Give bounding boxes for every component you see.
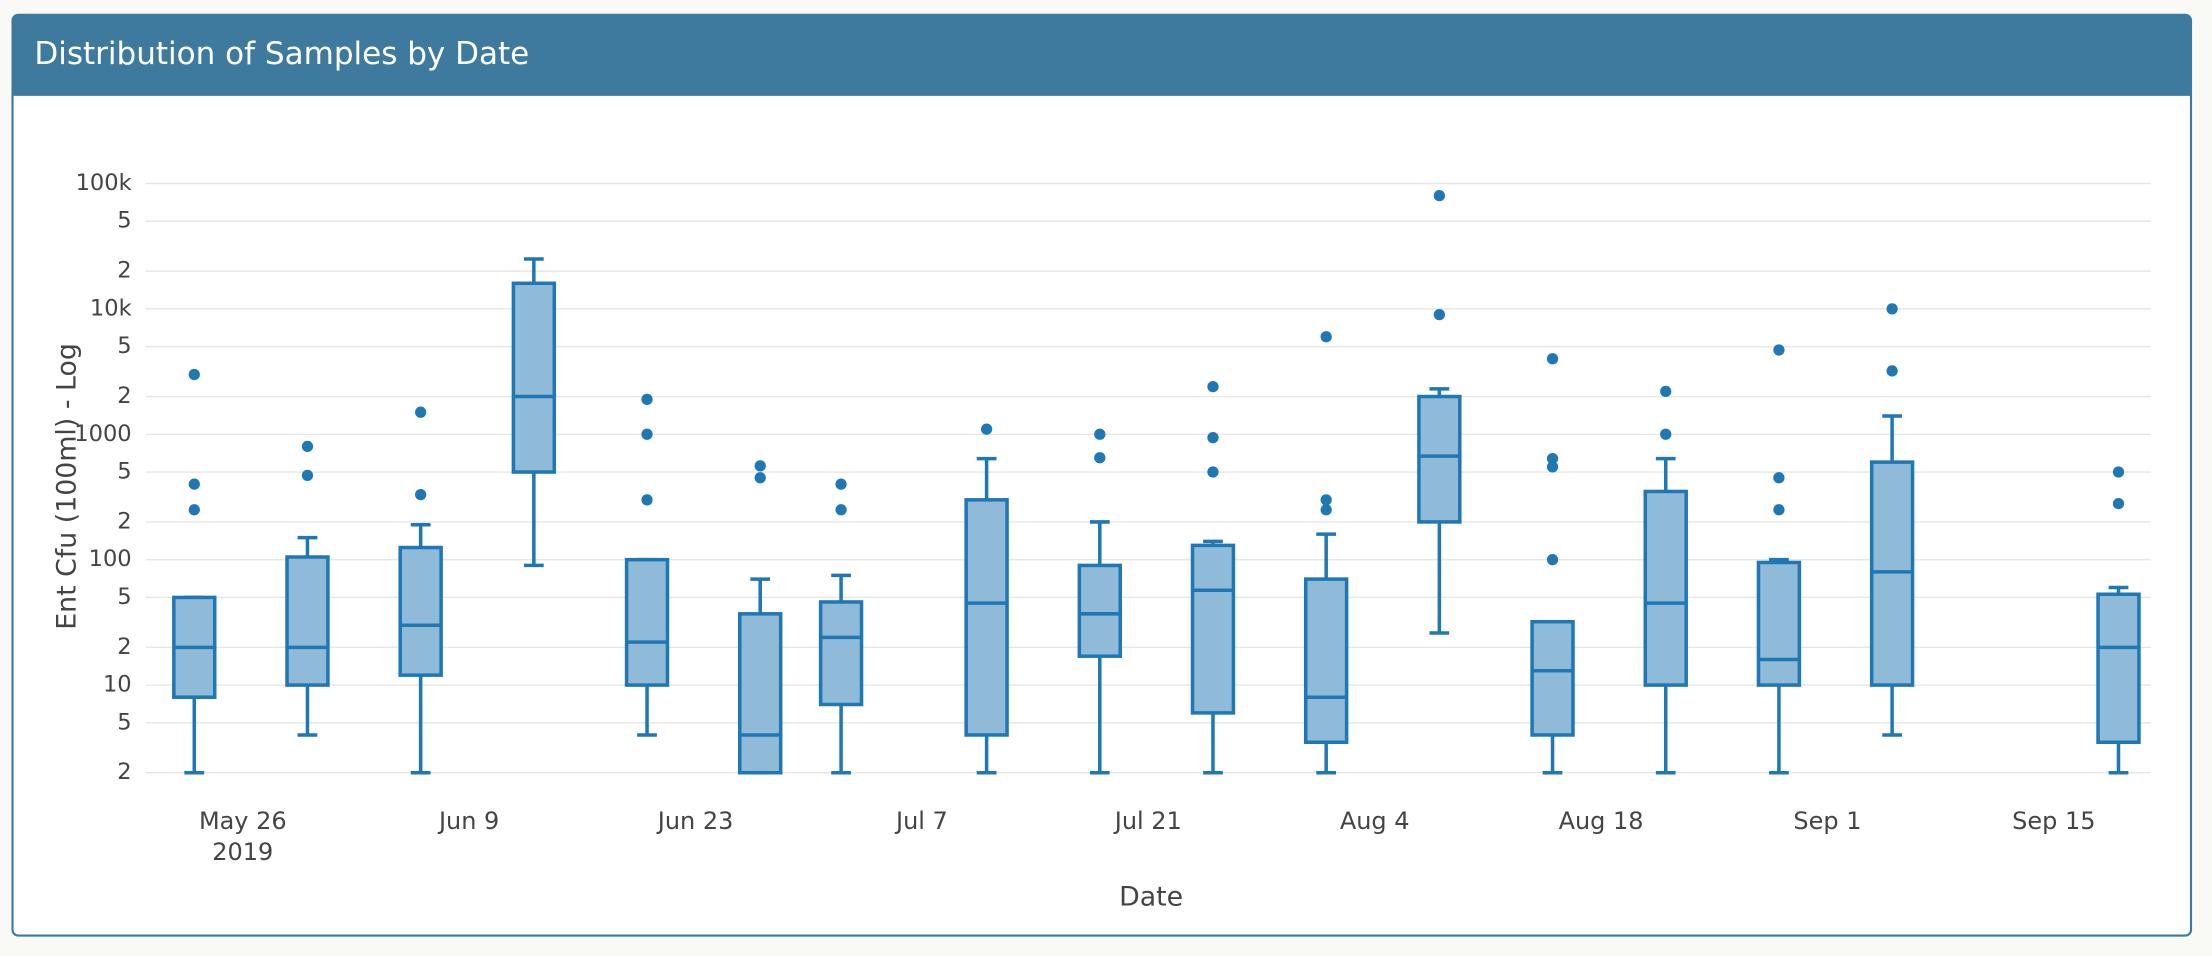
y-tick-label: 10k — [90, 295, 132, 321]
y-tick-label: 5 — [117, 208, 131, 234]
outlier — [641, 494, 653, 506]
y-axis-title: Ent Cfu (100ml) - Log — [52, 343, 83, 630]
outlier — [1320, 331, 1332, 343]
x-tick-label: Sep 15 — [2012, 807, 2095, 835]
outlier — [1320, 504, 1332, 516]
x-tick-label: Aug 18 — [1559, 807, 1644, 835]
outlier — [301, 440, 314, 453]
outlier — [188, 478, 200, 490]
box — [1756, 560, 1802, 687]
card — [11, 13, 2193, 937]
outlier — [641, 393, 653, 405]
outlier — [415, 489, 427, 501]
y-tick-label: 5 — [117, 333, 131, 359]
outlier — [1094, 452, 1106, 464]
y-tick-label: 100 — [89, 546, 132, 572]
outlier — [1207, 380, 1219, 393]
box — [964, 498, 1009, 737]
outlier — [754, 472, 766, 484]
outlier — [835, 478, 847, 490]
outlier — [1094, 428, 1106, 440]
box — [1303, 577, 1349, 745]
box — [624, 557, 670, 687]
box — [818, 600, 864, 707]
box — [738, 612, 783, 775]
outlier — [980, 423, 993, 435]
box — [1643, 489, 1688, 687]
outlier — [1320, 494, 1332, 506]
y-tick-label: 1000 — [74, 421, 131, 447]
outlier — [1207, 432, 1219, 444]
outlier — [1660, 385, 1672, 397]
outlier — [641, 428, 653, 440]
box — [1077, 563, 1122, 658]
x-tick-label: 2019 — [212, 838, 273, 866]
x-tick-label: Jul 7 — [894, 807, 948, 835]
y-tick-label: 2 — [117, 383, 131, 409]
outlier — [1546, 353, 1559, 365]
box — [511, 281, 557, 474]
y-tick-label: 5 — [117, 709, 131, 735]
chart-title: Distribution of Samples by Date — [34, 36, 529, 72]
outlier — [188, 368, 200, 381]
outlier — [1207, 466, 1219, 478]
y-tick-label: 2 — [117, 258, 131, 284]
x-tick-label: Jun 9 — [437, 807, 499, 835]
y-tick-label: 100k — [76, 170, 132, 196]
x-tick-label: Sep 1 — [1793, 807, 1861, 835]
outlier — [2112, 466, 2125, 478]
outlier — [415, 406, 427, 418]
box — [398, 545, 443, 677]
outlier — [1546, 452, 1559, 465]
box — [1417, 394, 1462, 524]
outlier — [1546, 554, 1559, 566]
box — [285, 555, 330, 687]
y-tick-label: 10 — [103, 672, 132, 698]
y-tick-label: 2 — [117, 508, 131, 534]
outlier — [1773, 504, 1785, 516]
outlier — [1773, 472, 1785, 484]
outlier — [754, 460, 766, 472]
y-tick-label: 2 — [117, 759, 131, 785]
outlier — [188, 504, 200, 516]
outlier — [1433, 308, 1445, 321]
outlier — [301, 469, 314, 482]
outlier — [835, 504, 847, 516]
y-tick-label: 5 — [117, 584, 131, 610]
outlier — [1660, 428, 1672, 440]
outlier — [2112, 497, 2125, 510]
outlier — [1433, 190, 1445, 202]
x-tick-label: Jun 23 — [656, 807, 734, 835]
y-tick-label: 5 — [117, 459, 131, 485]
outlier — [1773, 344, 1785, 356]
box — [1530, 619, 1575, 737]
x-tick-label: Aug 4 — [1340, 807, 1410, 835]
x-axis-title: Date — [1119, 882, 1183, 913]
box — [1190, 543, 1236, 715]
box — [2096, 592, 2141, 745]
card-header — [12, 14, 2192, 96]
outlier — [1886, 303, 1898, 315]
x-tick-label: Jul 21 — [1113, 807, 1182, 835]
outlier — [1546, 461, 1559, 473]
x-tick-label: May 26 — [199, 807, 287, 835]
outlier — [1886, 365, 1898, 377]
y-tick-label: 2 — [117, 634, 131, 660]
